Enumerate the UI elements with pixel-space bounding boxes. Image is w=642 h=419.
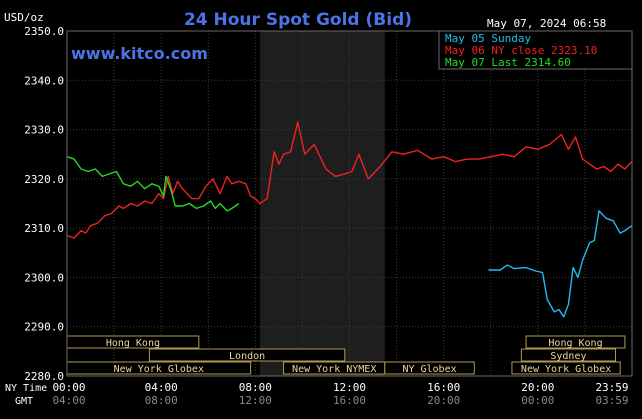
session-box [384, 361, 475, 375]
y-tick-label: 2330.0 [24, 124, 64, 137]
x-tick-gmt: 12:00 [239, 394, 272, 407]
x-tick-ny: 23:59 [595, 381, 628, 394]
y-tick-label: 2320.0 [24, 173, 64, 186]
plot-frame [66, 30, 633, 377]
session-label: New York NYMEX [292, 364, 376, 375]
x-tick-gmt: 20:00 [427, 394, 460, 407]
y-tick-label: 2340.0 [24, 74, 64, 87]
legend-frame [438, 30, 633, 70]
session-label: NY Globex [402, 364, 456, 375]
x-tick-ny: 20:00 [521, 381, 554, 394]
y-tick-label: 2310.0 [24, 222, 64, 235]
x-tick-ny: 04:00 [145, 381, 178, 394]
x-tick-ny: 16:00 [427, 381, 460, 394]
grid [67, 31, 632, 376]
unit-label: USD/oz [4, 11, 44, 24]
y-tick-label: 2350.0 [24, 25, 64, 38]
gmt-label: GMT [15, 396, 33, 407]
ny-time-label: NY Time [5, 383, 47, 394]
series-line-2 [66, 156, 240, 212]
y-tick-label: 2290.0 [24, 321, 64, 334]
session-box [520, 348, 617, 362]
series-line-1 [66, 121, 633, 239]
series-lines [66, 121, 633, 318]
x-axis-ticks: 00:00 04:00 08:00 12:00 16:00 20:00 23:5904:00… [52, 381, 628, 407]
legend-box: May 05 Sunday May 06 NY close 2323.10 Ma… [438, 30, 633, 70]
session-box [525, 335, 626, 349]
session-box [511, 361, 621, 375]
session-label: Hong Kong [106, 338, 160, 349]
session-label: London [229, 351, 265, 362]
series-line-0 [488, 210, 633, 318]
session-label: New York Globex [521, 364, 611, 375]
y-tick-label: 2280.0 [24, 370, 64, 383]
legend-entry-sunday: May 05 Sunday [445, 32, 531, 45]
nymex-shade [260, 31, 385, 376]
date-stamp: May 07, 2024 06:58 [487, 17, 606, 30]
y-axis-ticks: 2350.0 2340.0 2330.0 2320.0 2310.0 2300.0 2290… [24, 25, 64, 383]
session-label: New York Globex [114, 364, 204, 375]
x-tick-gmt: 16:00 [333, 394, 366, 407]
chart-title: 24 Hour Spot Gold (Bid) [184, 10, 412, 30]
x-tick-ny: 12:00 [333, 381, 366, 394]
nymex-shade-rect [260, 31, 385, 376]
x-tick-gmt: 03:59 [595, 394, 628, 407]
x-tick-gmt: 08:00 [145, 394, 178, 407]
x-tick-gmt: 04:00 [52, 394, 85, 407]
session-box [148, 348, 346, 362]
site-watermark[interactable]: www.kitco.com [71, 44, 208, 63]
trading-sessions: Hong Kong Hong Kong London Sydney New York G… [66, 335, 626, 375]
legend-entry-ny-close: May 06 NY close 2323.10 [445, 44, 597, 57]
session-label: Hong Kong [548, 338, 602, 349]
x-tick-ny: 08:00 [239, 381, 272, 394]
y-tick-label: 2300.0 [24, 271, 64, 284]
x-tick-gmt: 00:00 [521, 394, 554, 407]
legend-entry-last: May 07 Last 2314.60 [445, 56, 571, 69]
session-label: Sydney [550, 351, 586, 362]
x-tick-ny: 00:00 [52, 381, 85, 394]
